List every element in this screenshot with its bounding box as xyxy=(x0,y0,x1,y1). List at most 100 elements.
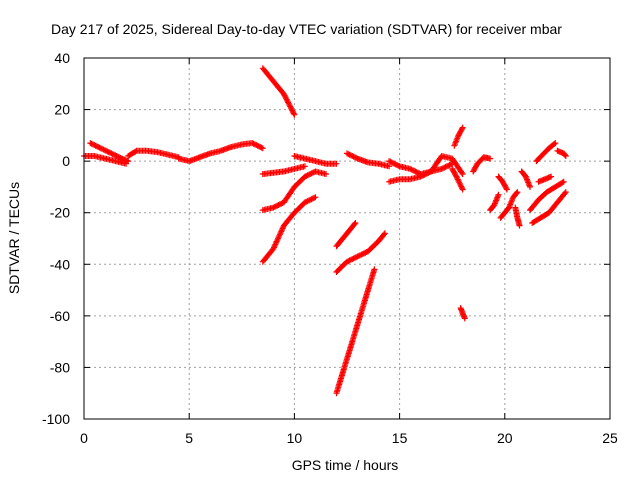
data-point xyxy=(114,153,121,160)
segment-d xyxy=(175,140,266,165)
data-point xyxy=(562,153,569,159)
data-point xyxy=(275,202,282,208)
data-point xyxy=(371,266,378,273)
data-point xyxy=(459,171,466,177)
segment-u xyxy=(495,173,510,193)
data-point xyxy=(323,171,329,177)
data-point xyxy=(487,155,494,162)
data-points xyxy=(81,65,569,397)
data-point xyxy=(516,222,523,229)
segment-t xyxy=(487,191,502,214)
data-point xyxy=(258,144,265,151)
data-point xyxy=(381,231,387,238)
segment-ab xyxy=(554,147,569,159)
y-tick-labels: -100 -80 -60 -40 -20 0 20 40 xyxy=(42,50,70,427)
segment-y xyxy=(529,189,569,226)
y-tick-label: -40 xyxy=(50,256,70,272)
data-point xyxy=(559,179,566,186)
segment-g xyxy=(259,194,319,265)
y-tick-label: -100 xyxy=(42,411,70,427)
data-point xyxy=(250,140,257,147)
data-point xyxy=(562,152,569,159)
data-point xyxy=(459,125,465,132)
data-point xyxy=(352,220,359,226)
segment-j xyxy=(333,220,359,250)
x-tick-label: 10 xyxy=(287,430,303,446)
y-tick-label: 0 xyxy=(62,153,70,169)
data-point xyxy=(312,194,319,201)
segment-k xyxy=(333,230,388,275)
data-point xyxy=(552,140,559,147)
data-point xyxy=(527,183,533,190)
y-tick-label: 40 xyxy=(54,50,70,66)
segment-ac xyxy=(535,173,555,185)
x-tick-label: 5 xyxy=(185,430,193,446)
x-tick-label: 20 xyxy=(497,430,513,446)
segment-n xyxy=(386,160,456,185)
segment-s xyxy=(470,154,494,175)
data-point xyxy=(125,158,132,165)
segment-e xyxy=(259,65,298,118)
y-tick-label: -20 xyxy=(50,205,70,221)
data-point xyxy=(303,198,310,205)
segment-r xyxy=(457,305,468,322)
data-point xyxy=(311,194,318,201)
data-point xyxy=(381,230,388,237)
y-tick-label: -80 xyxy=(50,359,70,375)
data-point xyxy=(461,315,468,322)
chart-title: Day 217 of 2025, Sidereal Day-to-day VTE… xyxy=(51,21,562,37)
data-point xyxy=(459,186,466,193)
x-tick-label: 0 xyxy=(80,430,88,446)
segment-q xyxy=(449,165,466,193)
segment-w xyxy=(512,204,523,229)
segment-x xyxy=(518,168,533,190)
segment-p xyxy=(451,124,466,149)
segment-z xyxy=(527,178,567,214)
segment-h xyxy=(259,163,308,177)
plot-frame xyxy=(83,57,611,420)
data-point xyxy=(514,189,521,196)
data-point xyxy=(105,149,112,156)
segment-v xyxy=(497,189,521,221)
x-axis-label: GPS time / hours xyxy=(292,457,399,473)
y-tick-label: 20 xyxy=(54,102,70,118)
data-point xyxy=(548,173,555,180)
data-point xyxy=(447,161,454,168)
axis-ticks xyxy=(83,57,611,420)
data-point xyxy=(513,190,520,197)
segment-f xyxy=(259,168,329,214)
y-tick-label: -60 xyxy=(50,308,70,324)
data-point xyxy=(503,186,510,193)
data-point xyxy=(551,141,558,147)
segment-o xyxy=(386,153,466,177)
data-point xyxy=(562,189,569,196)
data-point xyxy=(459,124,466,131)
segment-m xyxy=(344,150,393,170)
grid-lines xyxy=(84,58,610,419)
segment-b xyxy=(87,140,132,165)
x-tick-label: 25 xyxy=(602,430,618,446)
data-point xyxy=(495,191,502,198)
data-point xyxy=(88,140,95,147)
data-point xyxy=(351,221,358,228)
segment-l xyxy=(333,266,378,397)
segment-i xyxy=(291,153,340,167)
data-point xyxy=(560,178,567,185)
data-point xyxy=(561,190,568,197)
data-point xyxy=(290,110,297,117)
y-axis-label: SDTVAR / TECUs xyxy=(6,182,22,294)
data-point xyxy=(303,173,310,179)
data-point xyxy=(259,145,266,152)
data-point xyxy=(503,185,510,192)
segment-aa xyxy=(533,140,559,165)
data-point xyxy=(386,163,393,170)
segment-c xyxy=(125,147,182,161)
x-tick-labels: 0 5 10 15 20 25 xyxy=(80,430,618,446)
data-point xyxy=(291,111,298,118)
data-point xyxy=(458,169,465,176)
data-point xyxy=(301,163,308,170)
data-point xyxy=(132,148,139,155)
data-point xyxy=(333,160,340,167)
x-tick-label: 15 xyxy=(392,430,408,446)
